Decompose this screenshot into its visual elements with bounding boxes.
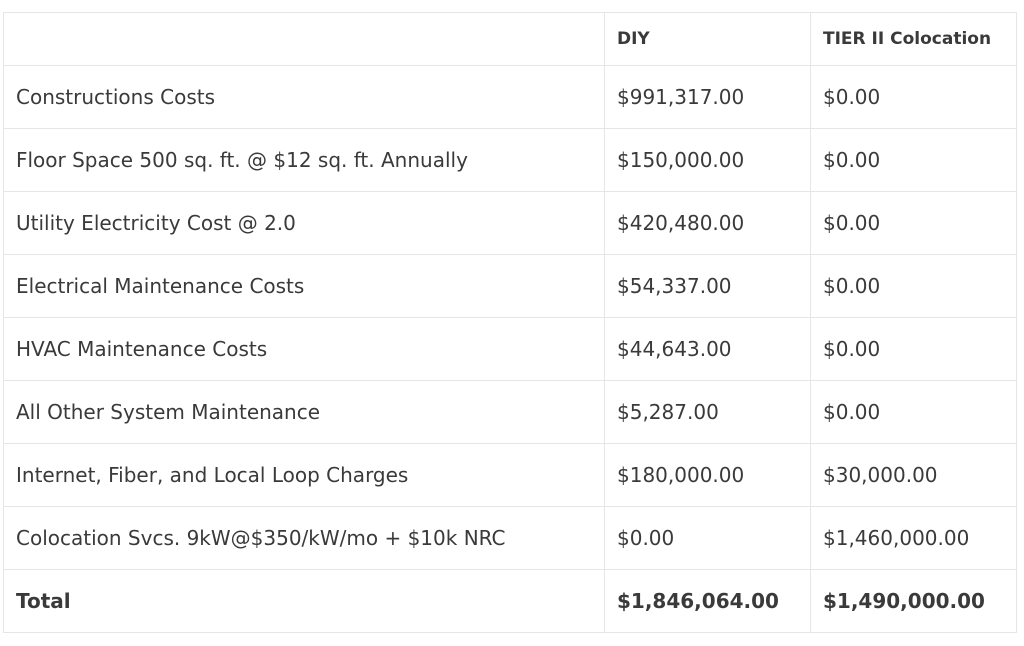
cell: $44,643.00 <box>604 317 811 381</box>
row: Internet, Fiber, and Local Loop Charges $… <box>3 443 1017 507</box>
cell: Utility Electricity Cost @ 2.0 <box>3 191 605 255</box>
row: All Other System Maintenance $5,287.00 $0.… <box>3 380 1017 444</box>
total-cell: $1,490,000.00 <box>810 569 1017 633</box>
row: Floor Space 500 sq. ft. @ $12 sq. ft. An… <box>3 128 1017 192</box>
total-cell: Total <box>3 569 605 633</box>
cell: $0.00 <box>604 506 811 570</box>
total-cell: $1,846,064.00 <box>604 569 811 633</box>
cell: $0.00 <box>810 65 1017 129</box>
row: Colocation Svcs. 9kW@$350/kW/mo + $10k N… <box>3 506 1017 570</box>
cell: Internet, Fiber, and Local Loop Charges <box>3 443 605 507</box>
cell: Electrical Maintenance Costs <box>3 254 605 318</box>
cell: $0.00 <box>810 317 1017 381</box>
cell: HVAC Maintenance Costs <box>3 317 605 381</box>
total-row: Total $1,846,064.00 $1,490,000.00 <box>3 569 1017 633</box>
header-cell <box>3 12 605 66</box>
cell: $0.00 <box>810 380 1017 444</box>
cell: $5,287.00 <box>604 380 811 444</box>
cell: $0.00 <box>810 254 1017 318</box>
cell: $0.00 <box>810 128 1017 192</box>
row: Utility Electricity Cost @ 2.0 $420,480.0… <box>3 191 1017 255</box>
cell: $0.00 <box>810 191 1017 255</box>
row: HVAC Maintenance Costs $44,643.00 $0.00 <box>3 317 1017 381</box>
cell: $150,000.00 <box>604 128 811 192</box>
row: Constructions Costs $991,317.00 $0.00 <box>3 65 1017 129</box>
cell: $1,460,000.00 <box>810 506 1017 570</box>
cell: $30,000.00 <box>810 443 1017 507</box>
cell: Floor Space 500 sq. ft. @ $12 sq. ft. An… <box>3 128 605 192</box>
cell: Constructions Costs <box>3 65 605 129</box>
header-cell: TIER II Colocation <box>810 12 1017 66</box>
cell: All Other System Maintenance <box>3 380 605 444</box>
cost-table: DIY TIER II Colocation Constructions Cost… <box>3 12 1017 633</box>
header-row: DIY TIER II Colocation <box>3 12 1017 66</box>
cell: $420,480.00 <box>604 191 811 255</box>
cell: Colocation Svcs. 9kW@$350/kW/mo + $10k N… <box>3 506 605 570</box>
header-cell: DIY <box>604 12 811 66</box>
cell: $180,000.00 <box>604 443 811 507</box>
cell: $54,337.00 <box>604 254 811 318</box>
row: Electrical Maintenance Costs $54,337.00 $0… <box>3 254 1017 318</box>
cell: $991,317.00 <box>604 65 811 129</box>
